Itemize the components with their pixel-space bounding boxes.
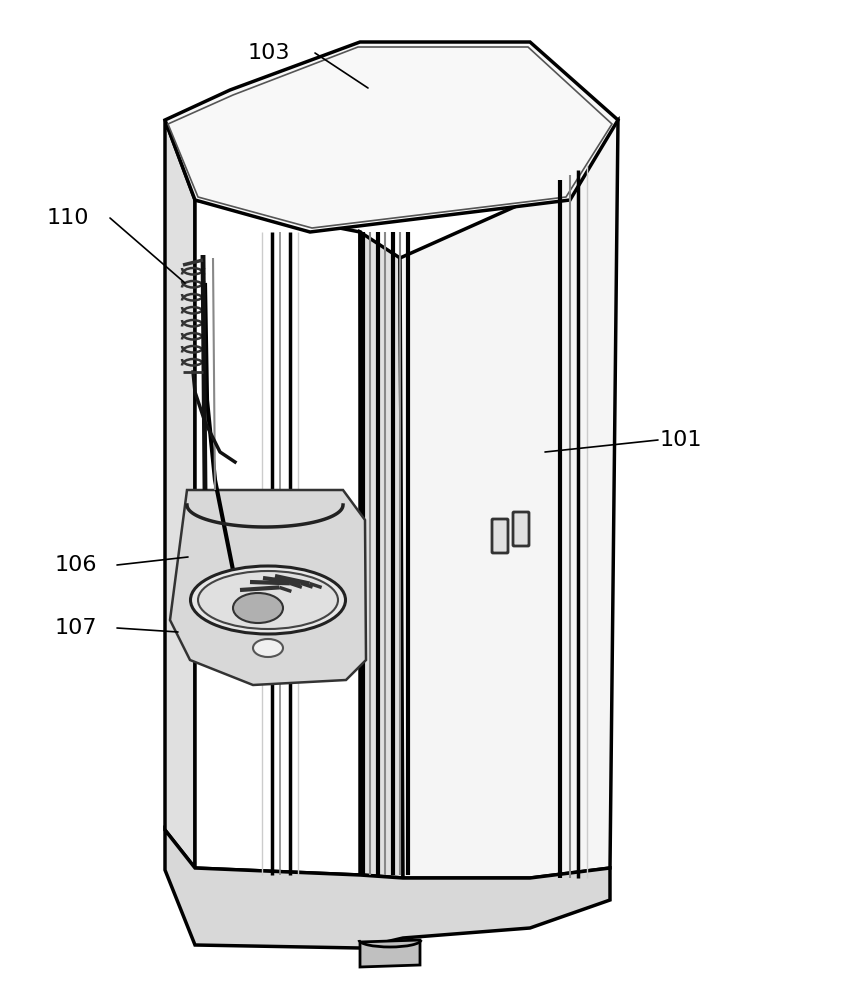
- Text: 103: 103: [247, 43, 290, 63]
- Polygon shape: [165, 830, 609, 948]
- Polygon shape: [170, 490, 365, 685]
- Text: 106: 106: [55, 555, 97, 575]
- Polygon shape: [195, 200, 360, 875]
- Ellipse shape: [233, 593, 283, 623]
- FancyBboxPatch shape: [491, 519, 507, 553]
- Polygon shape: [360, 940, 419, 967]
- Ellipse shape: [190, 566, 345, 634]
- Text: 101: 101: [659, 430, 701, 450]
- Text: 107: 107: [55, 618, 97, 638]
- Polygon shape: [165, 120, 195, 868]
- Polygon shape: [165, 42, 617, 232]
- Ellipse shape: [252, 639, 283, 657]
- FancyBboxPatch shape: [512, 512, 528, 546]
- Polygon shape: [168, 47, 611, 228]
- Polygon shape: [360, 232, 403, 878]
- Text: 110: 110: [47, 208, 89, 228]
- Ellipse shape: [197, 571, 338, 629]
- Polygon shape: [399, 120, 617, 878]
